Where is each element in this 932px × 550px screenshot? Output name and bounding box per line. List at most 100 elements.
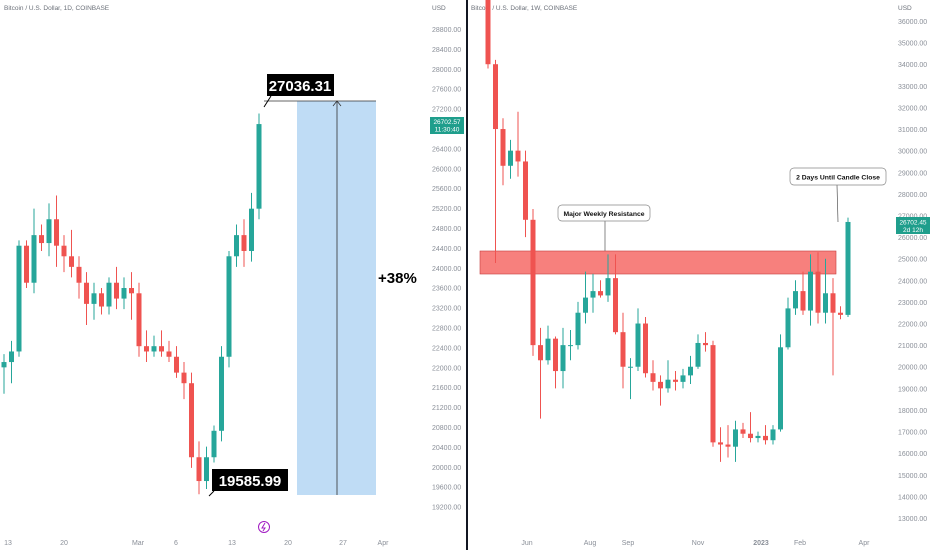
- daily-candle[interactable]: [69, 256, 74, 267]
- daily-candle[interactable]: [211, 430, 217, 458]
- weekly-candle[interactable]: [673, 379, 678, 382]
- weekly-candle[interactable]: [815, 271, 821, 313]
- daily-candle[interactable]: [106, 282, 112, 307]
- weekly-candle[interactable]: [748, 433, 753, 439]
- daily-candle[interactable]: [24, 245, 29, 283]
- daily-candle[interactable]: [76, 266, 82, 283]
- daily-candle[interactable]: [1, 362, 7, 368]
- daily-candle[interactable]: [46, 219, 52, 244]
- weekly-candle[interactable]: [560, 345, 566, 372]
- x-axis-tick: 13: [4, 540, 12, 547]
- daily-candle[interactable]: [136, 293, 142, 347]
- daily-candle[interactable]: [61, 245, 67, 257]
- daily-candle[interactable]: [121, 288, 127, 299]
- y-axis-tick: 32000.00: [898, 105, 927, 112]
- weekly-candle[interactable]: [680, 375, 686, 382]
- y-axis-tick: 21600.00: [432, 385, 461, 392]
- weekly-candle[interactable]: [643, 323, 648, 374]
- daily-candle[interactable]: [99, 293, 104, 307]
- daily-candle[interactable]: [54, 219, 59, 246]
- daily-candle[interactable]: [84, 282, 89, 304]
- weekly-candle[interactable]: [613, 278, 618, 333]
- weekly-candle[interactable]: [545, 338, 551, 361]
- weekly-candle[interactable]: [800, 291, 806, 311]
- price-range-box[interactable]: [297, 101, 376, 495]
- daily-candle[interactable]: [256, 124, 262, 209]
- weekly-candle[interactable]: [763, 435, 768, 441]
- weekly-candle[interactable]: [823, 293, 828, 313]
- weekly-candle[interactable]: [755, 435, 761, 439]
- panel-divider[interactable]: [466, 0, 468, 550]
- weekly-candle[interactable]: [583, 297, 588, 313]
- daily-candle[interactable]: [241, 235, 247, 251]
- y-axis-tick: 36000.00: [898, 19, 927, 26]
- weekly-candle[interactable]: [658, 381, 663, 389]
- weekly-candle[interactable]: [793, 291, 798, 309]
- daily-candle[interactable]: [151, 346, 157, 352]
- weekly-candle[interactable]: [590, 291, 596, 298]
- daily-candle[interactable]: [39, 235, 44, 244]
- weekly-candle[interactable]: [650, 373, 656, 382]
- weekly-candle[interactable]: [740, 429, 746, 434]
- weekly-candle[interactable]: [770, 429, 776, 441]
- weekly-candle[interactable]: [665, 379, 671, 389]
- weekly-candle[interactable]: [785, 308, 791, 348]
- y-axis-tick: 21200.00: [432, 405, 461, 412]
- weekly-candle[interactable]: [508, 150, 513, 166]
- daily-candle[interactable]: [174, 356, 179, 373]
- weekly-chart-panel[interactable]: Bitcoin / U.S. Dollar, 1W, COINBASE USD 36…: [468, 0, 932, 550]
- daily-candle[interactable]: [219, 356, 224, 431]
- daily-candle[interactable]: [204, 457, 209, 482]
- weekly-candle[interactable]: [515, 150, 521, 162]
- weekly-candle[interactable]: [628, 366, 633, 368]
- y-axis-tick: 28000.00: [898, 192, 927, 199]
- weekly-candle[interactable]: [808, 271, 813, 311]
- weekly-candle[interactable]: [598, 291, 603, 296]
- daily-chart-panel[interactable]: Bitcoin / U.S. Dollar, 1D, COINBASE USD 28…: [0, 0, 466, 550]
- y-axis-tick: 26400.00: [432, 146, 461, 153]
- weekly-candle[interactable]: [493, 64, 498, 130]
- daily-candle[interactable]: [189, 383, 194, 458]
- weekly-candle[interactable]: [523, 161, 528, 220]
- daily-candle[interactable]: [181, 372, 187, 384]
- daily-candle[interactable]: [16, 245, 22, 352]
- weekly-candle[interactable]: [538, 345, 543, 361]
- weekly-candle[interactable]: [710, 345, 716, 443]
- weekly-candle[interactable]: [695, 342, 701, 367]
- resistance-zone[interactable]: [479, 250, 837, 275]
- lightning-icon[interactable]: [258, 521, 270, 533]
- weekly-candle[interactable]: [778, 347, 783, 430]
- y-axis-tick: 18000.00: [898, 408, 927, 415]
- weekly-candle[interactable]: [845, 221, 851, 315]
- weekly-candle[interactable]: [553, 338, 558, 372]
- y-axis-tick: 29000.00: [898, 170, 927, 177]
- daily-candle[interactable]: [91, 293, 97, 304]
- weekly-candle[interactable]: [620, 332, 626, 367]
- daily-candle[interactable]: [196, 457, 202, 482]
- daily-candle[interactable]: [249, 208, 254, 251]
- weekly-candle[interactable]: [500, 129, 506, 166]
- weekly-candle[interactable]: [635, 323, 641, 367]
- weekly-candle[interactable]: [830, 293, 836, 313]
- weekly-candle[interactable]: [733, 429, 738, 447]
- daily-candle[interactable]: [114, 282, 119, 299]
- weekly-candle[interactable]: [688, 366, 693, 376]
- weekly-candle[interactable]: [605, 278, 611, 296]
- y-axis-tick: 19000.00: [898, 386, 927, 393]
- daily-candle[interactable]: [9, 351, 14, 363]
- weekly-candle[interactable]: [725, 444, 731, 447]
- weekly-candle[interactable]: [838, 312, 843, 315]
- daily-candle[interactable]: [31, 235, 37, 283]
- daily-candle[interactable]: [129, 288, 134, 294]
- daily-candle[interactable]: [159, 346, 164, 352]
- weekly-candle[interactable]: [703, 342, 708, 346]
- daily-candle[interactable]: [144, 346, 149, 352]
- daily-candle[interactable]: [226, 256, 232, 357]
- daily-candle[interactable]: [166, 351, 172, 357]
- weekly-candle[interactable]: [718, 442, 723, 445]
- weekly-candle[interactable]: [485, 0, 491, 65]
- weekly-candle[interactable]: [568, 345, 573, 347]
- weekly-candle[interactable]: [575, 312, 581, 346]
- weekly-candle[interactable]: [530, 219, 536, 346]
- daily-candle[interactable]: [234, 235, 239, 257]
